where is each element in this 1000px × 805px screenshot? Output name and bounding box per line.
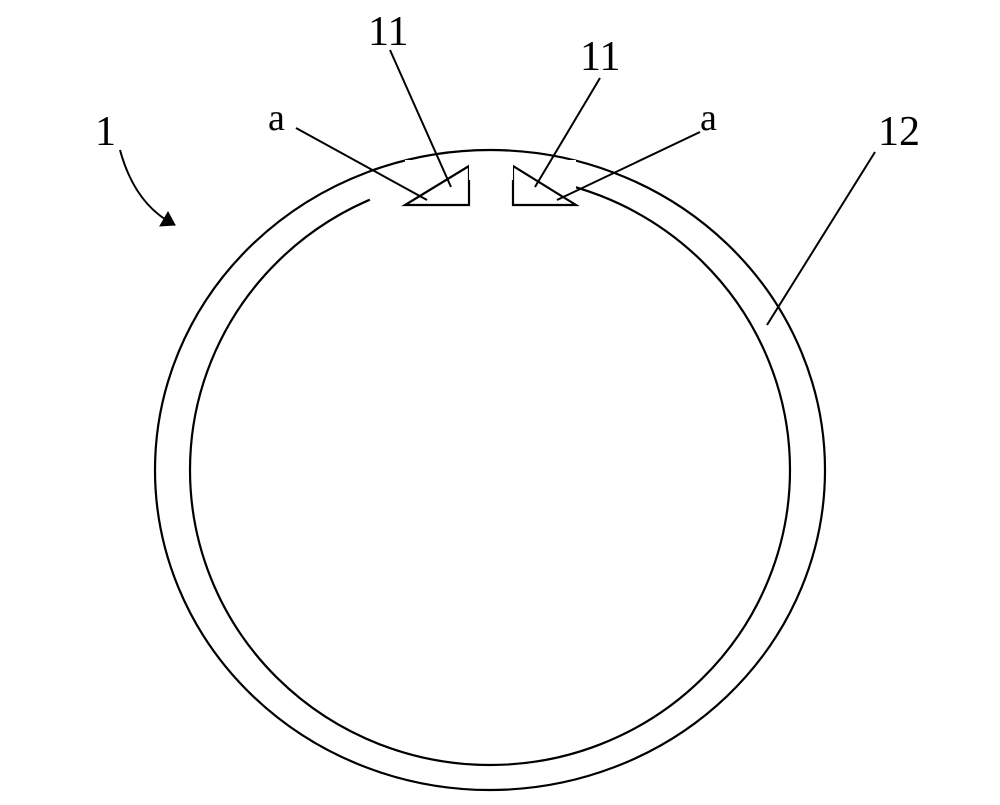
inner-ellipse — [190, 175, 790, 765]
leader-12 — [767, 152, 875, 325]
leader-a-right — [557, 132, 700, 200]
leader-1-arrow — [160, 212, 175, 226]
label-11-r: 11 — [580, 34, 620, 80]
label-12: 12 — [878, 109, 920, 155]
diagram-canvas: 1 11 11 a a 12 — [0, 0, 1000, 805]
center-gap-mask — [469, 160, 513, 180]
label-a-r: a — [700, 97, 717, 139]
outer-ellipse — [155, 150, 825, 790]
label-1: 1 — [95, 109, 116, 155]
inner-arc-left — [227, 190, 405, 330]
label-11-l: 11 — [368, 9, 408, 55]
label-a-l: a — [268, 97, 285, 139]
